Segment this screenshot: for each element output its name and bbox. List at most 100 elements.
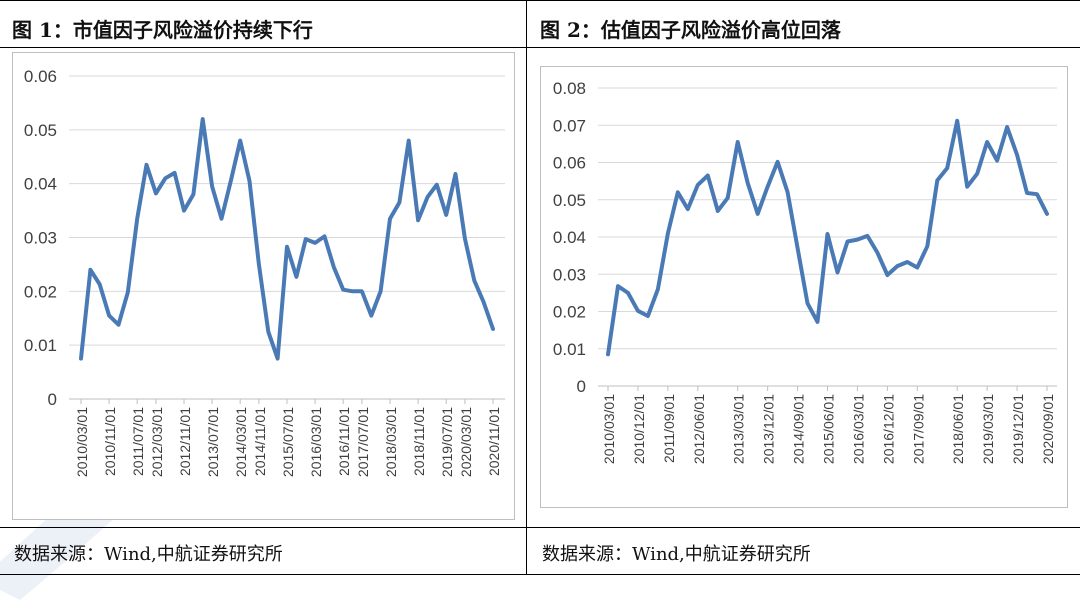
figure-2-title: 图 2：估值因子风险溢价高位回落: [540, 18, 841, 42]
chart-2: 0 0.01 0.02 0.03 0.04 0.05 0.06 0.07 0.08 2010/03…: [553, 79, 1057, 464]
x-tick-label: 2012/11/01: [177, 407, 193, 476]
data-point: [164, 177, 167, 180]
data-point: [806, 302, 809, 305]
data-point: [341, 288, 345, 291]
y-tick-label: 0: [48, 390, 57, 409]
data-point: [736, 140, 739, 144]
x-tick-label: 2010/11/01: [102, 407, 118, 476]
report-frame: [0, 0, 1080, 1]
y-tick-label: 0.04: [553, 228, 586, 247]
y-tick-label: 0.06: [24, 67, 57, 86]
data-point: [98, 283, 101, 286]
x-tick-label: 2012/03/01: [149, 407, 165, 477]
data-point: [1025, 191, 1029, 195]
figure-1-title: 图 1：市值因子风险溢价持续下行: [12, 18, 313, 42]
y-tick-label: 0.05: [553, 191, 586, 210]
data-point: [686, 207, 690, 211]
chart-1-box: 0 0.01 0.02 0.03 0.04 0.05 0.06 2010/03/01 2010/…: [12, 52, 515, 520]
x-tick-label: 2019/12/01: [1010, 394, 1026, 464]
data-point: [491, 327, 495, 331]
data-point: [229, 179, 233, 183]
x-tick-label: 2017/09/01: [910, 394, 926, 464]
data-point: [896, 264, 899, 268]
data-point: [360, 290, 364, 293]
source-rule: [0, 527, 1080, 528]
x-tick-label: 2010/12/01: [631, 394, 647, 464]
data-point: [201, 117, 204, 121]
data-point: [267, 330, 270, 333]
data-point: [776, 160, 779, 163]
data-point: [482, 300, 485, 304]
data-point: [1005, 125, 1009, 129]
data-point: [351, 290, 354, 293]
x-tick-label: 2020/11/01: [486, 407, 502, 476]
x-tick-label: 2016/11/01: [336, 407, 352, 476]
data-point: [965, 185, 969, 188]
x-tick-label: 2018/06/01: [950, 394, 966, 464]
x-tick-label: 2014/09/01: [791, 394, 807, 464]
data-point: [379, 290, 382, 293]
data-point: [636, 309, 640, 312]
data-point: [1015, 153, 1019, 157]
data-point: [985, 140, 989, 144]
data-point: [646, 314, 650, 318]
data-point: [926, 245, 929, 248]
data-point: [956, 119, 959, 122]
data-point: [295, 275, 298, 278]
x-tick-label: 2017/07/01: [355, 407, 371, 477]
data-point: [616, 284, 620, 288]
x-tick-label: 2019/03/01: [980, 394, 996, 464]
data-point: [192, 193, 195, 196]
data-point: [332, 265, 336, 269]
data-point: [89, 268, 92, 271]
x-tick-label: 2015/06/01: [821, 394, 837, 464]
data-point: [886, 273, 889, 277]
data-point: [248, 179, 251, 183]
x-tick-label: 2016/12/01: [880, 394, 896, 464]
y-tick-label: 0.08: [553, 79, 586, 98]
data-point: [1035, 192, 1039, 196]
series-line: [606, 118, 1049, 357]
data-point: [107, 314, 111, 317]
y-tick-label: 0.03: [553, 265, 586, 284]
data-point: [995, 159, 999, 162]
data-point: [444, 213, 448, 217]
y-tick-label: 0.01: [553, 340, 586, 359]
data-point: [117, 323, 120, 326]
data-point: [746, 181, 749, 185]
data-point: [276, 357, 279, 360]
data-point: [257, 263, 261, 266]
y-tick-label: 0.07: [553, 116, 586, 135]
data-point: [856, 238, 859, 241]
x-tick-label: 2016/03/01: [850, 394, 866, 464]
x-tick-label: 2014/11/01: [252, 407, 268, 476]
data-point: [463, 237, 467, 240]
y-tick-label: 0.06: [553, 154, 586, 173]
panel-divider: [526, 0, 527, 575]
x-tick-label: 2019/07/01: [439, 407, 455, 477]
data-point: [173, 171, 176, 175]
data-point: [126, 291, 130, 294]
data-point: [796, 246, 799, 250]
data-point: [906, 260, 909, 264]
figure-1-source: 数据来源：Wind,中航证券研究所: [14, 544, 283, 565]
x-tick-label: 2016/03/01: [308, 407, 324, 477]
y-tick-label: 0.05: [24, 121, 57, 140]
y-tick-label: 0.04: [24, 175, 57, 194]
chart-2-box: 0 0.01 0.02 0.03 0.04 0.05 0.06 0.07 0.08 2010/03…: [540, 66, 1068, 508]
data-point: [716, 209, 719, 213]
data-point: [135, 217, 139, 220]
data-point: [726, 196, 729, 200]
data-point: [1045, 212, 1049, 216]
data-point: [398, 201, 401, 204]
data-point: [936, 179, 939, 182]
data-point: [182, 209, 186, 212]
data-point: [975, 172, 979, 175]
data-point: [846, 240, 849, 243]
series-line: [79, 117, 495, 361]
data-point: [285, 245, 289, 248]
data-point: [313, 241, 317, 245]
x-tick-label: 2018/11/01: [411, 407, 427, 476]
x-tick-label: 2012/06/01: [691, 394, 707, 464]
x-tick-label: 2010/03/01: [601, 394, 617, 464]
